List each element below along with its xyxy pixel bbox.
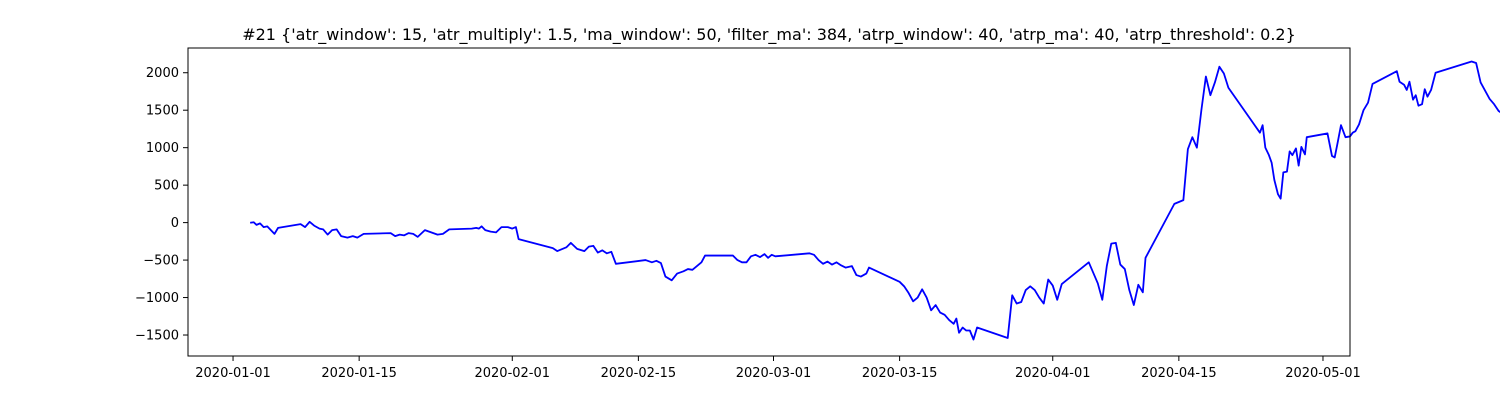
y-tick-label: 1500 [146,104,179,119]
x-tick-label: 2020-02-15 [601,366,677,381]
y-axis: −1500 −1000 −500 0 500 1000 1500 2000 [135,66,188,344]
plot-area [250,60,1500,341]
x-tick-label: 2020-05-01 [1285,366,1361,381]
y-tick-label: 0 [171,216,179,231]
y-tick-label: 2000 [146,66,179,81]
x-tick-label: 2020-03-01 [736,366,812,381]
series-line-0 [250,60,1500,341]
x-tick-label: 2020-04-15 [1141,366,1217,381]
axes-frame [187,47,1351,357]
x-tick-label: 2020-03-15 [862,366,938,381]
x-tick-label: 2020-01-15 [321,366,397,381]
y-tick-label: −1500 [135,329,179,344]
y-tick-label: 500 [154,179,179,194]
x-axis: 2020-01-01 2020-01-15 2020-02-01 2020-02-15… [195,356,1361,381]
x-tick-label: 2020-04-01 [1015,366,1091,381]
y-tick-label: 1000 [146,141,179,156]
x-tick-label: 2020-01-01 [195,366,271,381]
x-tick-label: 2020-02-01 [474,366,550,381]
y-tick-label: −500 [143,254,179,269]
y-tick-label: −1000 [135,291,179,306]
chart-title: #21 {'atr_window': 15, 'atr_multiply': 1… [242,25,1296,45]
